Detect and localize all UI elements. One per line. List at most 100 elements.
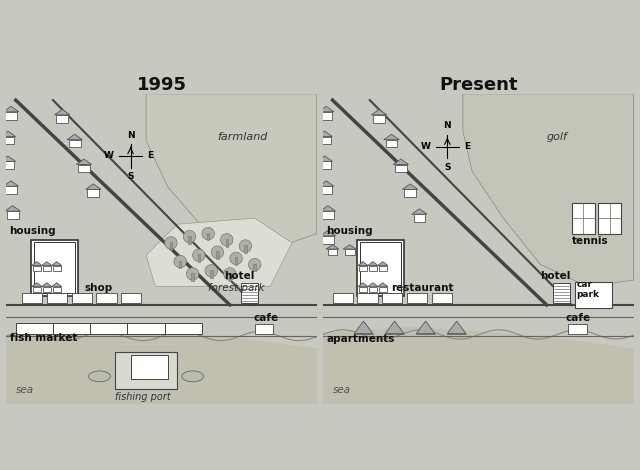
Bar	[131, 355, 168, 379]
Polygon shape	[378, 283, 388, 287]
Polygon shape	[146, 94, 317, 255]
Bar	[97, 293, 116, 304]
Text: restaurant: restaurant	[392, 283, 454, 293]
Polygon shape	[358, 262, 368, 266]
Polygon shape	[146, 218, 292, 286]
Ellipse shape	[182, 371, 204, 382]
Text: N: N	[444, 121, 451, 130]
Polygon shape	[86, 184, 101, 189]
Text: sea: sea	[16, 385, 34, 395]
Bar	[244, 245, 246, 253]
Bar	[188, 236, 191, 243]
Bar	[210, 270, 212, 278]
Polygon shape	[52, 262, 61, 266]
Bar	[56, 115, 68, 123]
Bar	[344, 249, 355, 255]
Circle shape	[202, 227, 214, 240]
Polygon shape	[358, 283, 368, 287]
Bar	[43, 266, 51, 271]
Bar	[598, 203, 621, 234]
Text: housing: housing	[326, 226, 373, 235]
Bar	[357, 293, 378, 304]
Text: E: E	[147, 151, 153, 160]
Text: forest park: forest park	[208, 283, 265, 293]
Bar	[216, 251, 219, 259]
Bar	[53, 287, 61, 292]
Bar	[34, 242, 76, 293]
Bar	[207, 233, 209, 241]
Bar	[382, 293, 403, 304]
Bar	[235, 258, 237, 265]
Polygon shape	[0, 156, 15, 161]
Text: housing: housing	[10, 226, 56, 235]
Bar	[68, 140, 81, 148]
Polygon shape	[67, 134, 83, 140]
Bar	[322, 236, 333, 243]
Polygon shape	[393, 159, 408, 164]
Bar	[333, 293, 353, 304]
Bar	[31, 240, 78, 296]
Bar	[6, 211, 19, 219]
Bar	[88, 189, 99, 197]
Polygon shape	[319, 106, 334, 112]
Title: Present: Present	[439, 76, 518, 94]
Polygon shape	[0, 131, 15, 137]
Circle shape	[221, 234, 233, 246]
Polygon shape	[385, 321, 404, 334]
Bar	[5, 186, 17, 194]
Polygon shape	[3, 181, 19, 186]
Ellipse shape	[89, 371, 110, 382]
Bar	[407, 293, 427, 304]
Bar	[115, 352, 177, 389]
Text: farmland: farmland	[218, 133, 268, 142]
Circle shape	[186, 268, 199, 280]
Bar	[357, 240, 404, 296]
Polygon shape	[371, 110, 387, 115]
Bar	[225, 239, 228, 247]
Bar	[179, 260, 182, 268]
Circle shape	[230, 252, 243, 265]
Bar	[5, 112, 17, 119]
Circle shape	[183, 230, 196, 243]
Bar	[328, 249, 337, 255]
Bar	[369, 266, 377, 271]
Bar	[33, 266, 41, 271]
Polygon shape	[32, 283, 42, 287]
Text: hotel: hotel	[540, 271, 571, 281]
Text: W: W	[421, 142, 431, 151]
Bar	[253, 264, 256, 272]
Polygon shape	[447, 321, 466, 334]
Bar	[575, 282, 612, 308]
Polygon shape	[323, 327, 634, 404]
Polygon shape	[384, 134, 399, 140]
Polygon shape	[355, 321, 373, 334]
Polygon shape	[54, 110, 70, 115]
Bar	[2, 161, 14, 169]
Polygon shape	[319, 181, 334, 186]
Text: shop: shop	[84, 283, 112, 293]
Polygon shape	[317, 156, 332, 161]
Bar	[413, 214, 426, 222]
Text: cafe: cafe	[565, 313, 591, 323]
Polygon shape	[32, 262, 42, 266]
Bar	[53, 266, 61, 271]
Bar	[395, 164, 406, 172]
Bar	[319, 161, 331, 169]
Bar	[43, 287, 51, 292]
Circle shape	[224, 268, 236, 280]
Polygon shape	[76, 159, 92, 164]
Polygon shape	[42, 262, 52, 266]
Polygon shape	[52, 283, 61, 287]
Bar	[369, 287, 377, 292]
Polygon shape	[463, 94, 634, 286]
Circle shape	[174, 255, 186, 268]
Bar	[321, 186, 332, 194]
Bar	[322, 211, 333, 219]
Bar	[170, 242, 172, 250]
Circle shape	[239, 240, 252, 252]
Text: apartments: apartments	[326, 334, 395, 344]
Polygon shape	[343, 245, 356, 249]
Bar	[33, 287, 41, 292]
Circle shape	[248, 258, 261, 271]
Bar	[2, 137, 14, 144]
